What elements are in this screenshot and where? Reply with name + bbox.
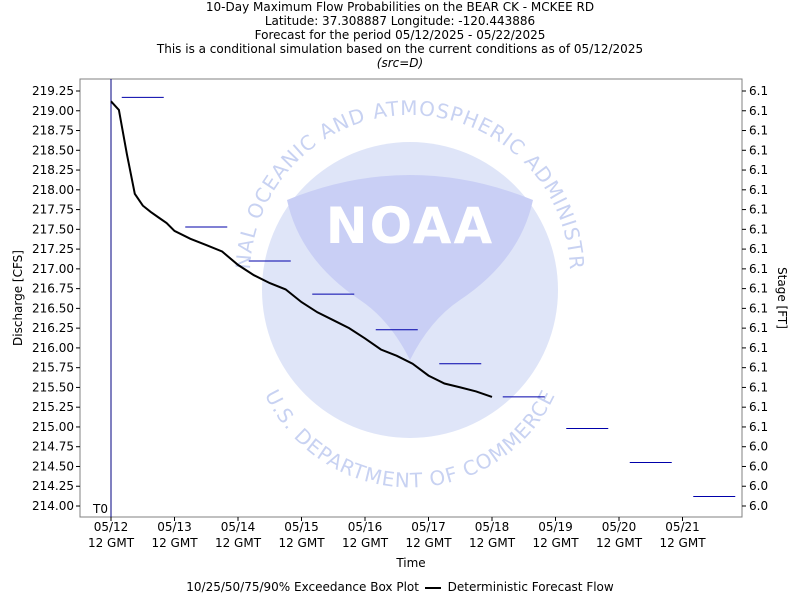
noaa-logo-text: NOAA (326, 197, 494, 255)
y-tick-label: 218.75 (32, 124, 74, 138)
y-tick-label: 215.50 (32, 380, 74, 394)
legend-deterministic-swatch (424, 586, 441, 589)
y-tick-label: 214.75 (32, 440, 74, 454)
y-tick-label: 217.25 (32, 242, 74, 256)
x-tick-label-time: 12 GMT (532, 536, 579, 550)
y2-tick-label: 6.1 (749, 163, 768, 177)
x-tick-label-date: 05/17 (411, 520, 446, 534)
y-tick-label: 215.75 (32, 361, 74, 375)
y2-tick-label: 6.1 (749, 84, 768, 98)
y2-tick-label: 6.1 (749, 203, 768, 217)
y2-tick-label: 6.1 (749, 183, 768, 197)
y-axis-title: Discharge [CFS] (11, 250, 25, 346)
y-axis-left: 219.25 219.00 218.75 218.50 218.25 218.00 217.… (32, 84, 80, 513)
y2-tick-label: 6.1 (749, 143, 768, 157)
y-tick-label: 215.25 (32, 400, 74, 414)
x-tick-label-date: 05/15 (284, 520, 319, 534)
legend: 10/25/50/75/90% Exceedance Box Plot Dete… (0, 580, 800, 594)
x-tick-label-date: 05/14 (221, 520, 256, 534)
y-axis-right: 6.1 6.1 6.1 6.1 6.1 6.1 6.1 6.1 6.1 6.1 6.1 6.1 6.1 6… (742, 84, 768, 513)
y2-tick-label: 6.0 (749, 479, 768, 493)
chart-title-block: 10-Day Maximum Flow Probabilities on the… (0, 0, 800, 70)
legend-box-plot-label: 10/25/50/75/90% Exceedance Box Plot (186, 580, 419, 594)
x-tick-label-time: 12 GMT (659, 536, 706, 550)
y2-tick-label: 6.1 (749, 104, 768, 118)
x-tick-label-time: 12 GMT (151, 536, 198, 550)
y-tick-label: 216.25 (32, 321, 74, 335)
y2-tick-label: 6.1 (749, 301, 768, 315)
chart-subtitle-location: Latitude: 37.308887 Longitude: -120.4438… (264, 14, 536, 28)
y-tick-label: 214.00 (32, 499, 74, 513)
x-tick-label-date: 05/12 (94, 520, 129, 534)
chart-subtitle-conditions: This is a conditional simulation based o… (156, 42, 644, 56)
y2-tick-label: 6.0 (749, 440, 768, 454)
noaa-bird-shape (287, 175, 533, 360)
x-tick-label-time: 12 GMT (278, 536, 325, 550)
y2-tick-label: 6.1 (749, 222, 768, 236)
y-tick-label: 214.25 (32, 479, 74, 493)
y-tick-label: 218.00 (32, 183, 74, 197)
x-tick-label-date: 05/21 (665, 520, 700, 534)
y-tick-label: 217.75 (32, 203, 74, 217)
y2-tick-label: 6.1 (749, 242, 768, 256)
chart-title: 10-Day Maximum Flow Probabilities on the… (205, 0, 595, 14)
x-tick-label-time: 12 GMT (405, 536, 452, 550)
y-tick-label: 218.50 (32, 143, 74, 157)
y2-tick-label: 6.1 (749, 361, 768, 375)
x-tick-label-time: 12 GMT (88, 536, 135, 550)
y-tick-label: 216.50 (32, 301, 74, 315)
y2-tick-label: 6.1 (749, 420, 768, 434)
y2-tick-label: 6.1 (749, 321, 768, 335)
x-tick-label-time: 12 GMT (215, 536, 262, 550)
legend-deterministic-label: Deterministic Forecast Flow (447, 580, 614, 594)
y2-tick-label: 6.1 (749, 341, 768, 355)
noaa-watermark: NOAA NATIONAL OCEANIC AND ATMOSPHERIC AD… (0, 0, 588, 493)
y-tick-label: 214.50 (32, 459, 74, 473)
x-tick-label-date: 05/13 (157, 520, 192, 534)
box-plot-series (121, 96, 736, 498)
y2-tick-label: 6.1 (749, 400, 768, 414)
y-tick-label: 218.25 (32, 163, 74, 177)
x-tick-label-time: 12 GMT (596, 536, 643, 550)
y-tick-label: 217.00 (32, 262, 74, 276)
x-tick-label-date: 05/18 (475, 520, 510, 534)
plot-frame (79, 78, 743, 518)
y-tick-label: 219.00 (32, 104, 74, 118)
chart-subtitle-source: (src=D) (376, 56, 424, 70)
y-tick-label: 215.00 (32, 420, 74, 434)
x-axis-title: Time (395, 556, 425, 570)
deterministic-flow-line (110, 100, 493, 398)
y-tick-label: 216.75 (32, 282, 74, 296)
t0-label: T0 (92, 502, 108, 516)
y-tick-label: 216.00 (32, 341, 74, 355)
y2-tick-label: 6.0 (749, 499, 768, 513)
x-tick-label-date: 05/20 (602, 520, 637, 534)
y-tick-label: 217.50 (32, 222, 74, 236)
x-axis: 05/12 12 GMT 05/13 12 GMT 05/14 12 GMT 05/15 12… (88, 517, 706, 550)
x-tick-label-date: 05/16 (348, 520, 383, 534)
y2-tick-label: 6.1 (749, 262, 768, 276)
y2-tick-label: 6.0 (749, 459, 768, 473)
y-tick-label: 219.25 (32, 84, 74, 98)
x-tick-label-time: 12 GMT (342, 536, 389, 550)
y2-tick-label: 6.1 (749, 380, 768, 394)
x-tick-label-date: 05/19 (538, 520, 573, 534)
y2-axis-title: Stage [FT] (775, 267, 789, 329)
y2-tick-label: 6.1 (749, 124, 768, 138)
x-tick-label-time: 12 GMT (469, 536, 516, 550)
chart-subtitle-period: Forecast for the period 05/12/2025 - 05/… (254, 28, 546, 42)
y2-tick-label: 6.1 (749, 282, 768, 296)
